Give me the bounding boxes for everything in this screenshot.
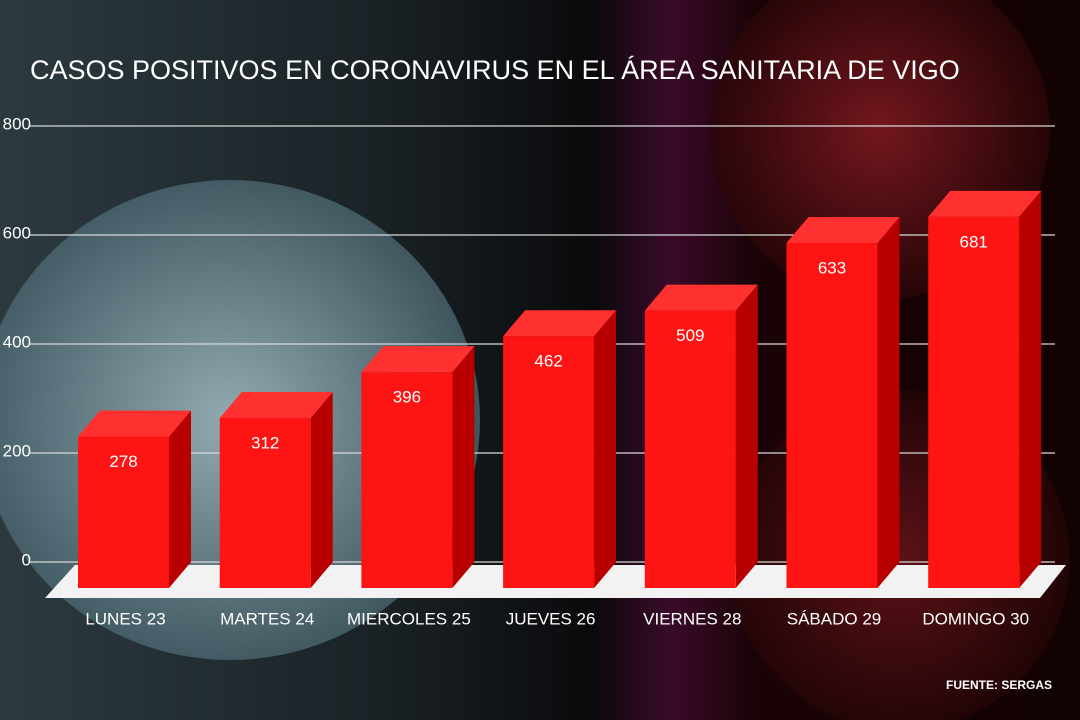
bar-top: [361, 346, 475, 373]
bar-side: [310, 391, 333, 588]
bar: [219, 391, 333, 588]
x-tick-label: MARTES 24: [220, 609, 314, 628]
value-label: 633: [818, 258, 846, 277]
bar: [78, 410, 191, 588]
bar-front: [361, 372, 453, 588]
value-label: 509: [676, 326, 704, 345]
bar-front: [928, 216, 1020, 589]
bar-front: [503, 336, 595, 588]
bar-front: [644, 310, 736, 588]
bar-top: [928, 190, 1042, 217]
y-tick-label: 200: [3, 441, 31, 460]
bar-side: [594, 310, 617, 588]
value-label: 396: [393, 388, 421, 407]
bar-side: [1019, 190, 1042, 589]
y-tick-label: 0: [22, 550, 31, 569]
value-label: 278: [109, 452, 137, 471]
value-label: 462: [534, 352, 562, 371]
x-tick-label: LUNES 23: [85, 609, 165, 628]
bar-side: [452, 346, 475, 588]
bar-front: [219, 417, 311, 588]
bar-side: [877, 217, 900, 588]
value-label: 681: [960, 232, 988, 251]
value-label: 312: [251, 433, 279, 452]
source: FUENTE: SERGAS: [946, 678, 1052, 692]
bar: [361, 346, 475, 588]
x-tick-label: DOMINGO 30: [922, 609, 1029, 628]
bar-front: [78, 436, 169, 588]
bar: [928, 190, 1042, 589]
chart-title: CASOS POSITIVOS EN CORONAVIRUS EN EL ÁRE…: [30, 55, 960, 85]
bar: [644, 284, 758, 588]
y-tick-label: 400: [3, 332, 31, 351]
bar: [786, 217, 900, 588]
y-tick-label: 600: [3, 223, 31, 242]
bar-top: [503, 310, 617, 337]
x-tick-label: SÁBADO 29: [787, 609, 882, 628]
bar: [503, 310, 617, 588]
bar-top: [78, 410, 191, 437]
x-tick-label: MIERCOLES 25: [347, 609, 471, 628]
y-tick-label: 800: [3, 114, 31, 133]
x-tick-label: JUEVES 26: [506, 609, 596, 628]
bar-top: [644, 284, 758, 311]
bar-front: [786, 243, 878, 588]
bar-top: [219, 391, 333, 418]
bar-top: [786, 217, 900, 244]
bar-side: [735, 284, 758, 588]
x-tick-label: VIERNES 28: [643, 609, 741, 628]
bar-side: [169, 410, 191, 588]
